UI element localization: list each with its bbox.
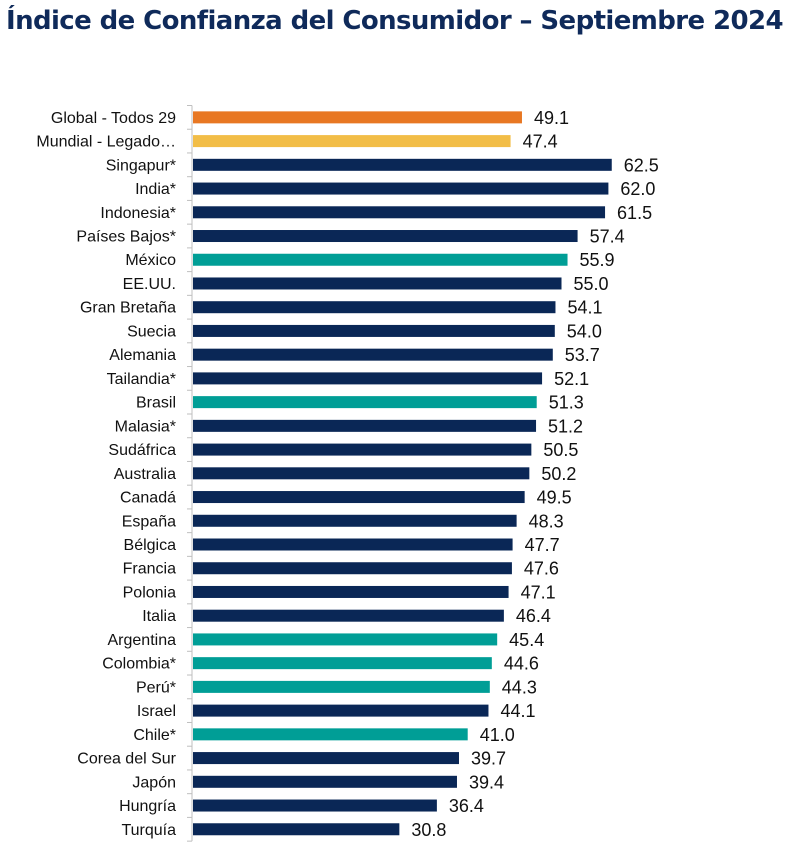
bar	[193, 443, 532, 456]
category-label: Corea del Sur	[77, 751, 176, 768]
bar	[193, 538, 513, 551]
bar	[193, 348, 553, 361]
bar	[193, 158, 612, 171]
category-label: Malasia*	[115, 418, 176, 435]
category-label: Mundial - Legado…	[36, 134, 176, 151]
value-label: 51.2	[548, 416, 583, 436]
category-label: India*	[135, 181, 176, 198]
category-label: Global - Todos 29	[51, 110, 176, 127]
value-label: 54.1	[567, 298, 602, 318]
bar	[193, 657, 492, 670]
value-label: 62.5	[624, 155, 659, 175]
category-label: Sudáfrica	[108, 442, 176, 459]
value-label: 61.5	[617, 203, 652, 223]
bar	[193, 728, 468, 741]
category-label: México	[125, 252, 176, 269]
bar	[193, 704, 489, 717]
category-label: Israel	[137, 703, 176, 720]
value-label: 47.1	[521, 582, 556, 602]
bar	[193, 823, 400, 836]
category-label: Argentina	[108, 632, 177, 649]
bar	[193, 585, 509, 598]
bar	[193, 135, 511, 148]
category-label: Países Bajos*	[76, 229, 176, 246]
bar	[193, 514, 517, 527]
bar	[193, 182, 609, 195]
bar	[193, 253, 568, 266]
bar	[193, 752, 459, 765]
bar	[193, 230, 578, 243]
value-label: 47.4	[523, 132, 558, 152]
bar	[193, 467, 530, 480]
value-label: 55.0	[574, 274, 609, 294]
value-label: 50.5	[543, 440, 578, 460]
category-label: Italia	[142, 608, 176, 625]
category-label: Chile*	[133, 727, 176, 744]
chart-title: Índice de Confianza del Consumidor – Sep…	[6, 6, 784, 36]
value-label: 49.1	[534, 108, 569, 128]
category-label: Francia	[123, 561, 176, 578]
bar	[193, 324, 555, 337]
category-label: Tailandia*	[107, 371, 176, 388]
category-label: Brasil	[136, 395, 176, 412]
value-label: 62.0	[620, 179, 655, 199]
bar	[193, 396, 537, 409]
value-label: 51.3	[549, 393, 584, 413]
bar	[193, 277, 562, 290]
bar	[193, 419, 537, 432]
value-label: 39.4	[469, 772, 504, 792]
category-label: Gran Bretaña	[80, 300, 176, 317]
category-label: Polonia	[123, 584, 176, 601]
bar	[193, 491, 525, 504]
value-label: 47.6	[524, 559, 559, 579]
bar	[193, 680, 490, 693]
category-label: Hungría	[119, 798, 176, 815]
bar	[193, 206, 606, 219]
value-label: 53.7	[565, 345, 600, 365]
bar	[193, 799, 437, 812]
category-label: Suecia	[127, 323, 176, 340]
value-label: 44.1	[500, 701, 535, 721]
value-label: 50.2	[541, 464, 576, 484]
bar	[193, 775, 457, 788]
category-label: Alemania	[109, 347, 176, 364]
value-label: 57.4	[590, 227, 625, 247]
value-label: 44.6	[504, 654, 539, 674]
category-label: Bélgica	[124, 537, 177, 554]
value-label: 46.4	[516, 606, 551, 626]
category-label: Australia	[114, 466, 176, 483]
value-label: 36.4	[449, 796, 484, 816]
value-label: 55.9	[580, 250, 615, 270]
category-label: Turquía	[121, 822, 176, 839]
bar	[193, 111, 522, 124]
bar	[193, 609, 504, 622]
bar	[193, 562, 512, 575]
category-label: Indonesia*	[100, 205, 176, 222]
value-label: 39.7	[471, 749, 506, 769]
category-label: Singapur*	[106, 157, 176, 174]
category-label: EE.UU.	[123, 276, 176, 293]
value-label: 47.7	[525, 535, 560, 555]
value-label: 41.0	[480, 725, 515, 745]
category-label: Japón	[132, 774, 176, 791]
value-label: 48.3	[529, 511, 564, 531]
category-label: Perú*	[136, 679, 176, 696]
bar	[193, 372, 543, 385]
value-label: 44.3	[502, 677, 537, 697]
value-label: 30.8	[411, 820, 446, 840]
value-label: 52.1	[554, 369, 589, 389]
value-label: 54.0	[567, 321, 602, 341]
bar	[193, 633, 498, 646]
value-label: 45.4	[509, 630, 544, 650]
category-label: Colombia*	[102, 656, 176, 673]
category-label: Canadá	[120, 490, 176, 507]
bar	[193, 301, 556, 314]
value-label: 49.5	[537, 488, 572, 508]
category-label: España	[122, 513, 176, 530]
